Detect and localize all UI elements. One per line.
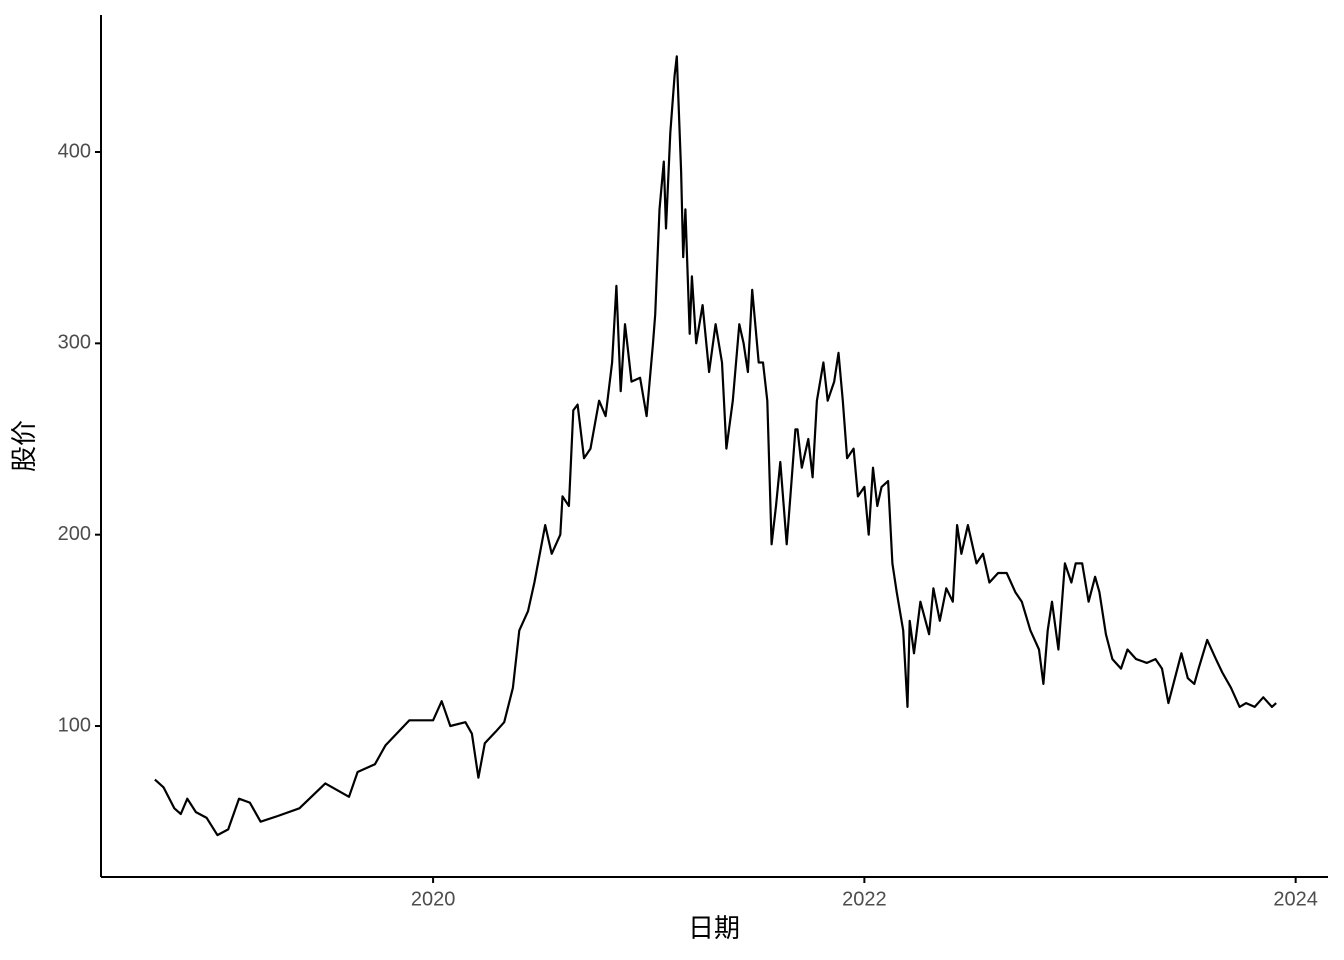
x-tick-label: 2020 [411, 888, 456, 910]
y-tick-label: 200 [58, 523, 91, 545]
x-axis-title: 日期 [688, 913, 740, 943]
y-axis-title: 股价 [9, 420, 39, 472]
y-tick-label: 300 [58, 332, 91, 354]
y-tick-label: 100 [58, 714, 91, 736]
x-tick-label: 2024 [1273, 888, 1318, 910]
price-line [154, 55, 1277, 837]
y-tick-label: 400 [58, 140, 91, 162]
x-tick-label: 2022 [842, 888, 887, 910]
